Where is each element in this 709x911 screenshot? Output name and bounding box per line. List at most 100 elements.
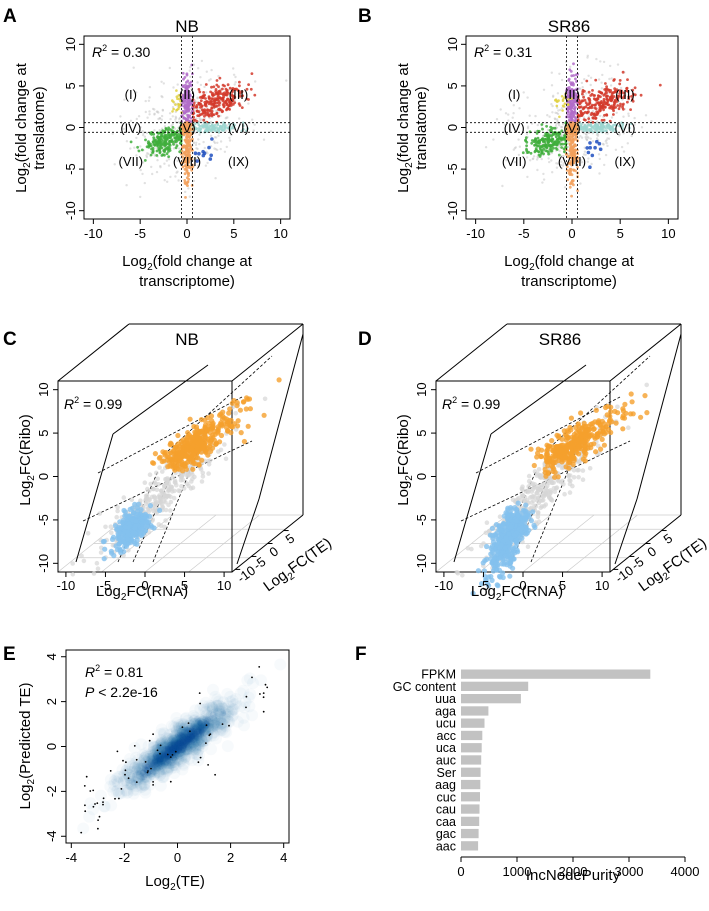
- b-point-orange: [570, 149, 574, 153]
- a-point-grey: [162, 82, 165, 85]
- panel-d-label: D: [358, 329, 372, 350]
- b-point-blue: [586, 150, 591, 155]
- a-point-grey: [225, 145, 228, 149]
- b-point-grey: [569, 65, 572, 69]
- b-point-red: [612, 103, 616, 107]
- b-point-teal: [596, 125, 599, 129]
- a-point-purple: [189, 102, 193, 105]
- b-point-red: [608, 119, 612, 123]
- b-point-grey: [615, 111, 618, 115]
- d-point-down: [498, 554, 504, 560]
- b-point-grey: [501, 184, 504, 188]
- c-point-grey: [142, 480, 148, 486]
- b-point-red: [585, 111, 589, 114]
- a-point-grey: [167, 158, 171, 161]
- a-point-grey: [199, 83, 203, 87]
- c-point-grey: [159, 488, 164, 494]
- c-point-grey: [199, 479, 205, 484]
- a-point-grey: [203, 85, 206, 89]
- a-point-teal: [197, 123, 201, 127]
- a-point-grey: [151, 172, 154, 176]
- c-point-down: [102, 546, 108, 552]
- b-point-green: [524, 139, 528, 143]
- b-point-green: [529, 151, 533, 155]
- d-point-up: [552, 474, 558, 480]
- b-point-red: [582, 118, 586, 121]
- a-point-grey: [147, 99, 151, 103]
- a-point-grey: [176, 159, 179, 163]
- b-point-red: [590, 104, 594, 108]
- c-point-up: [235, 418, 241, 424]
- b-point-grey: [600, 81, 603, 84]
- a-point-red: [212, 85, 216, 89]
- a-point-grey: [234, 81, 237, 84]
- d-point-grey: [615, 404, 620, 410]
- a-point-teal: [228, 129, 232, 132]
- c-point-grey: [157, 495, 163, 500]
- a-point-green: [167, 132, 171, 136]
- a-point-red: [204, 109, 207, 113]
- c-point-up: [152, 451, 158, 457]
- a-point-teal: [222, 121, 225, 124]
- b-point-grey: [529, 159, 532, 162]
- d-point-grey: [571, 475, 577, 480]
- a-point-purple: [187, 85, 191, 89]
- a-point-yellow: [175, 95, 179, 98]
- b-point-red: [596, 94, 600, 98]
- b-point-grey: [580, 81, 584, 85]
- c-point-up: [151, 460, 157, 466]
- a-point-grey: [158, 117, 161, 120]
- b-point-green: [552, 142, 556, 146]
- panel-a-threshold-lines: [84, 36, 290, 219]
- a-point-grey: [111, 132, 114, 135]
- a-point-grey: [160, 127, 164, 130]
- a-point-grey: [159, 166, 162, 169]
- a-point-teal: [204, 123, 207, 126]
- b-region-label: (VIII): [558, 154, 586, 169]
- d-point-up: [598, 446, 604, 452]
- a-point-teal: [246, 127, 249, 130]
- c-point-grey: [153, 481, 158, 487]
- d-point-down: [482, 558, 488, 564]
- a-point-green: [172, 142, 175, 146]
- d-point-up: [573, 424, 579, 431]
- c-point-up: [172, 465, 178, 471]
- a-point-yellow: [175, 108, 178, 112]
- b-point-grey: [567, 152, 570, 156]
- a-point-grey: [192, 141, 196, 145]
- a-point-grey: [178, 157, 181, 160]
- b-point-grey: [528, 114, 531, 117]
- b-point-grey: [551, 104, 554, 108]
- a-point-grey: [139, 145, 142, 148]
- c-xtick-label: 10: [217, 578, 231, 593]
- a-point-orange: [180, 149, 184, 153]
- a-point-teal: [206, 129, 210, 132]
- a-point-teal: [199, 127, 203, 131]
- d-point-grey: [526, 473, 532, 479]
- a-point-grey: [238, 117, 241, 120]
- c-point-grey: [163, 476, 169, 482]
- a-point-grey: [206, 161, 209, 165]
- b-point-grey: [561, 123, 565, 126]
- d-point-up: [545, 447, 551, 453]
- a-point-green: [170, 140, 174, 144]
- c-point-grey: [114, 514, 119, 520]
- a-point-red: [211, 102, 215, 106]
- a-point-green: [167, 155, 171, 159]
- d-point-grey: [497, 514, 503, 519]
- c-point-up: [241, 438, 247, 445]
- a-point-green: [171, 132, 174, 136]
- c-point-up: [201, 433, 207, 439]
- a-point-green: [166, 142, 170, 146]
- d-point-up: [545, 463, 551, 469]
- b-point-red: [592, 94, 596, 97]
- c-point-down: [101, 538, 107, 544]
- b-point-red: [589, 94, 593, 97]
- b-point-grey: [614, 148, 618, 151]
- a-point-purple: [182, 93, 186, 97]
- c-point-grey: [98, 550, 104, 555]
- c-point-up: [199, 428, 205, 434]
- c-point-grey: [216, 449, 221, 454]
- b-point-purple: [566, 110, 570, 113]
